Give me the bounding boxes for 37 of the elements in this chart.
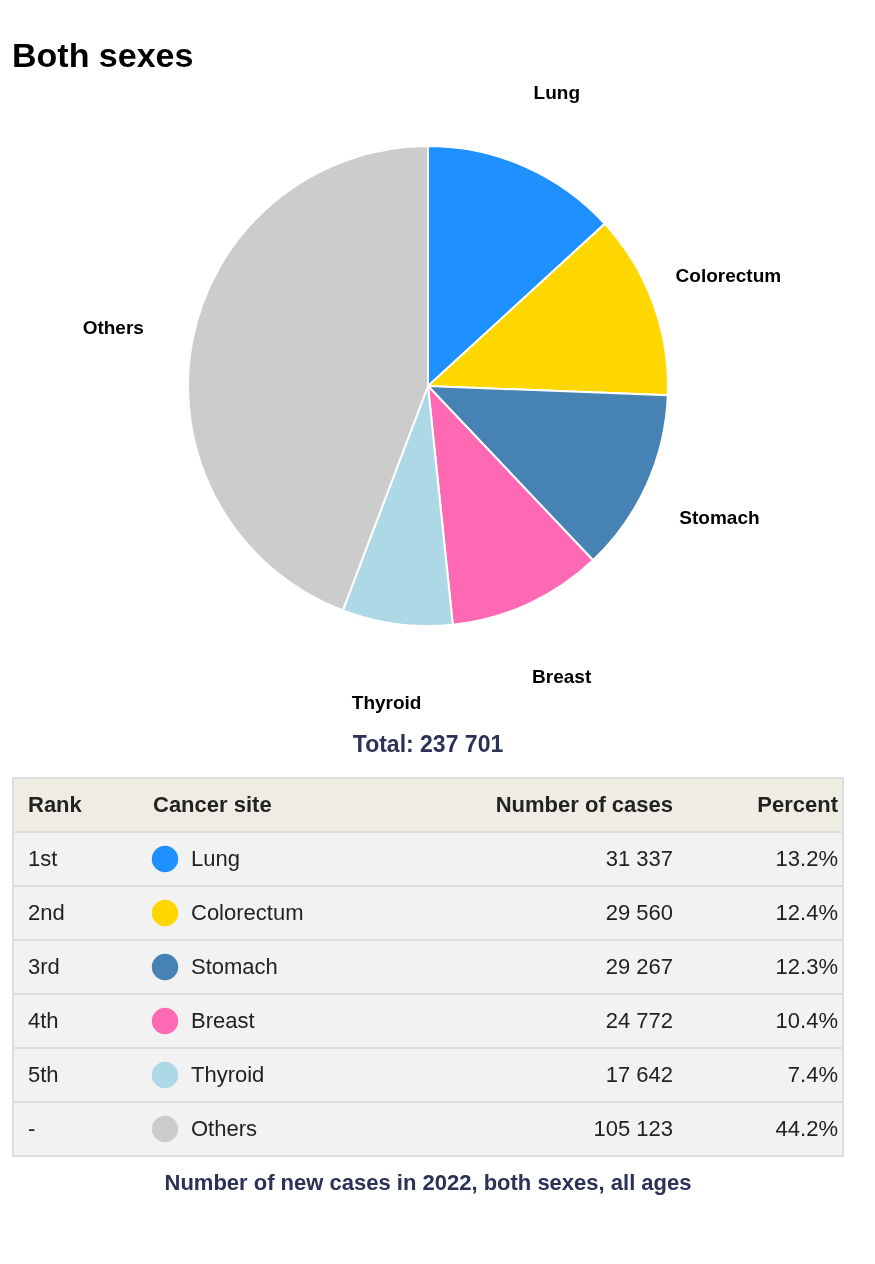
data-label: 24 772 [605, 1008, 673, 1033]
text: 13.2% [775, 846, 838, 871]
slice-label: Breast [532, 665, 592, 687]
text: Rank [28, 792, 83, 817]
text: - [28, 1116, 36, 1141]
text: Cancer site [153, 792, 272, 817]
text: Total: 237 701 [352, 731, 504, 757]
slice-label: Stomach [679, 507, 760, 529]
text: Number of cases [495, 792, 673, 817]
text: 3rd [28, 954, 60, 979]
text: 10.4% [775, 1008, 838, 1033]
text: 5th [28, 1062, 59, 1087]
slice-label: Thyroid [351, 692, 422, 714]
text: 12.4% [775, 900, 838, 925]
text: Number of new cases in 2022, both sexes, all ages [164, 1170, 692, 1195]
legend-label: Lung [191, 846, 240, 871]
data-label: 29 267 [605, 954, 673, 979]
legend-label: Colorectum [191, 900, 304, 925]
slice-label: Others [82, 317, 144, 339]
text: 44.2% [775, 1116, 838, 1141]
legend-label: Thyroid [191, 1062, 265, 1087]
text: 4th [28, 1008, 59, 1033]
legend-label: Stomach [191, 954, 278, 979]
text: 7.4% [787, 1062, 838, 1087]
text: Percent [757, 792, 839, 817]
slice-label: Lung [533, 82, 580, 104]
data-label: 31 337 [605, 846, 673, 871]
chart-title: Both sexes [12, 36, 194, 75]
legend-label: Others [191, 1116, 258, 1141]
data-label: 105 123 [593, 1116, 673, 1141]
text: 2nd [28, 900, 65, 925]
legend-label: Breast [191, 1008, 255, 1033]
text: 12.3% [775, 954, 838, 979]
slice-label: Colorectum [675, 264, 782, 286]
data-label: 17 642 [605, 1062, 673, 1087]
data-label: 29 560 [605, 900, 673, 925]
text: 1st [28, 846, 58, 871]
